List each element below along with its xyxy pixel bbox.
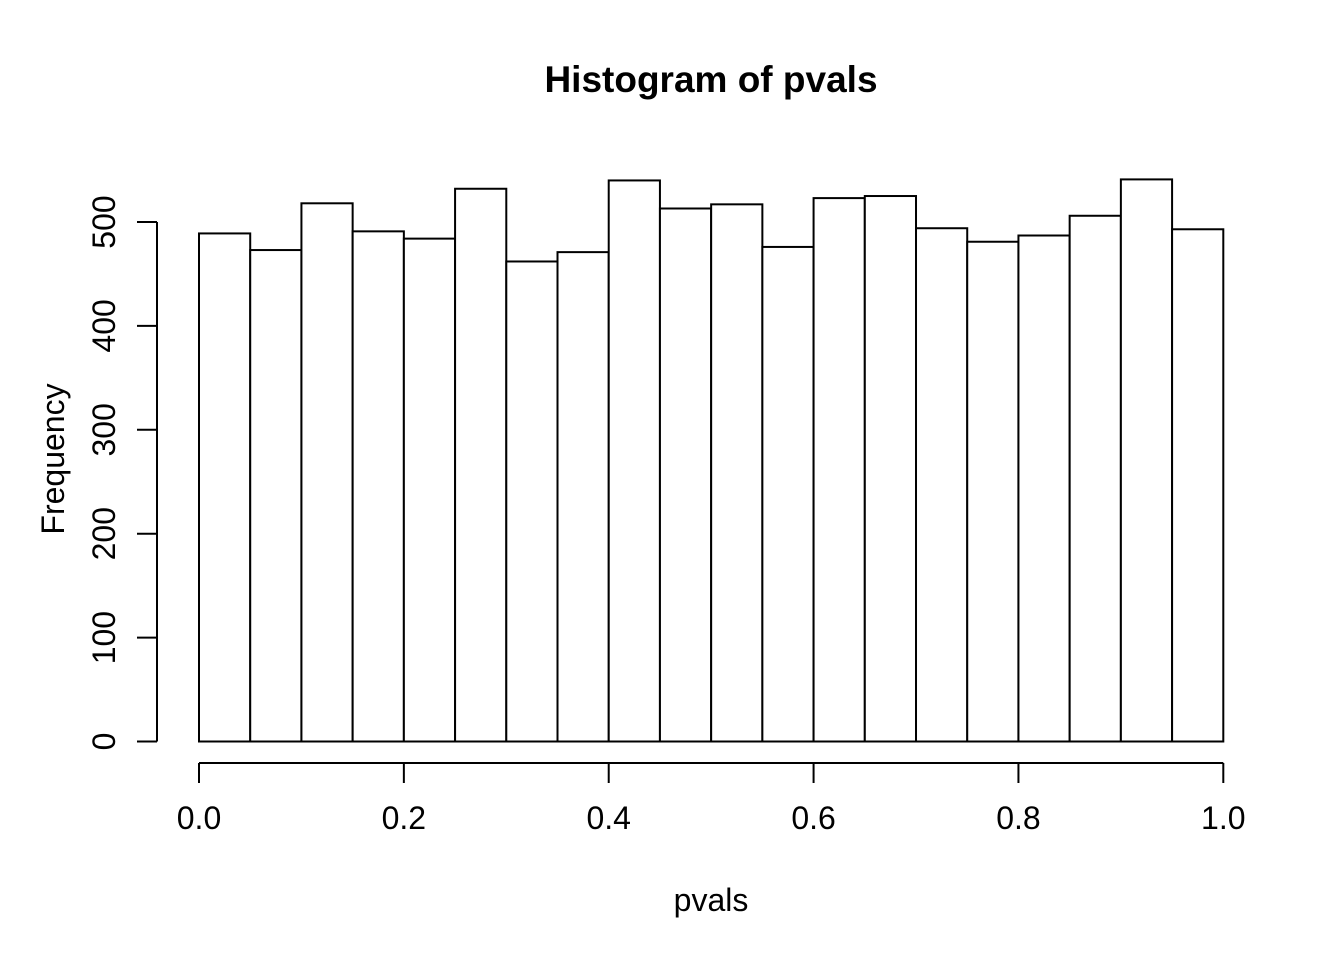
plot-area: 0 100 200 300 400 500 0.0 0.2 0.4 0.6 0.8 1.0 xyxy=(86,178,1246,836)
histogram-bar xyxy=(658,207,713,743)
histogram-bar xyxy=(607,179,661,743)
y-tick-label: 100 xyxy=(86,611,122,664)
x-tick-label: 0.4 xyxy=(586,800,630,836)
x-tick-label: 0.6 xyxy=(791,800,835,836)
chart-title: Histogram of pvals xyxy=(544,59,877,100)
y-tick-label: 200 xyxy=(86,507,122,560)
y-tick-label: 400 xyxy=(86,299,122,352)
histogram-bar xyxy=(915,227,969,743)
x-tick-label: 1.0 xyxy=(1201,800,1245,836)
histogram-bar xyxy=(351,230,405,743)
x-tick-label: 0.0 xyxy=(177,800,221,836)
histogram-bar xyxy=(966,240,1020,743)
histogram-bar xyxy=(556,251,610,743)
histogram-bar xyxy=(198,232,252,743)
histogram-bar xyxy=(300,202,354,743)
x-tick-label: 0.8 xyxy=(996,800,1040,836)
x-tick-label: 0.2 xyxy=(382,800,426,836)
histogram-bar xyxy=(1017,234,1071,743)
histogram-bar xyxy=(402,237,457,743)
histogram-bar xyxy=(454,187,508,743)
y-tick-label: 0 xyxy=(86,733,122,751)
histogram-bar xyxy=(710,203,764,743)
histogram-bar xyxy=(1119,178,1174,743)
histogram-bar xyxy=(1171,228,1225,743)
histogram-bar xyxy=(505,260,559,743)
histogram-bar xyxy=(1068,214,1122,743)
histogram-bar xyxy=(863,195,918,743)
y-axis-label: Frequency xyxy=(35,383,71,534)
y-tick-label: 300 xyxy=(86,403,122,456)
histogram-bar xyxy=(761,245,815,743)
histogram-bar xyxy=(249,249,303,743)
x-axis-label: pvals xyxy=(674,882,749,918)
y-tick-label: 500 xyxy=(86,195,122,248)
histogram-bar xyxy=(812,197,866,743)
